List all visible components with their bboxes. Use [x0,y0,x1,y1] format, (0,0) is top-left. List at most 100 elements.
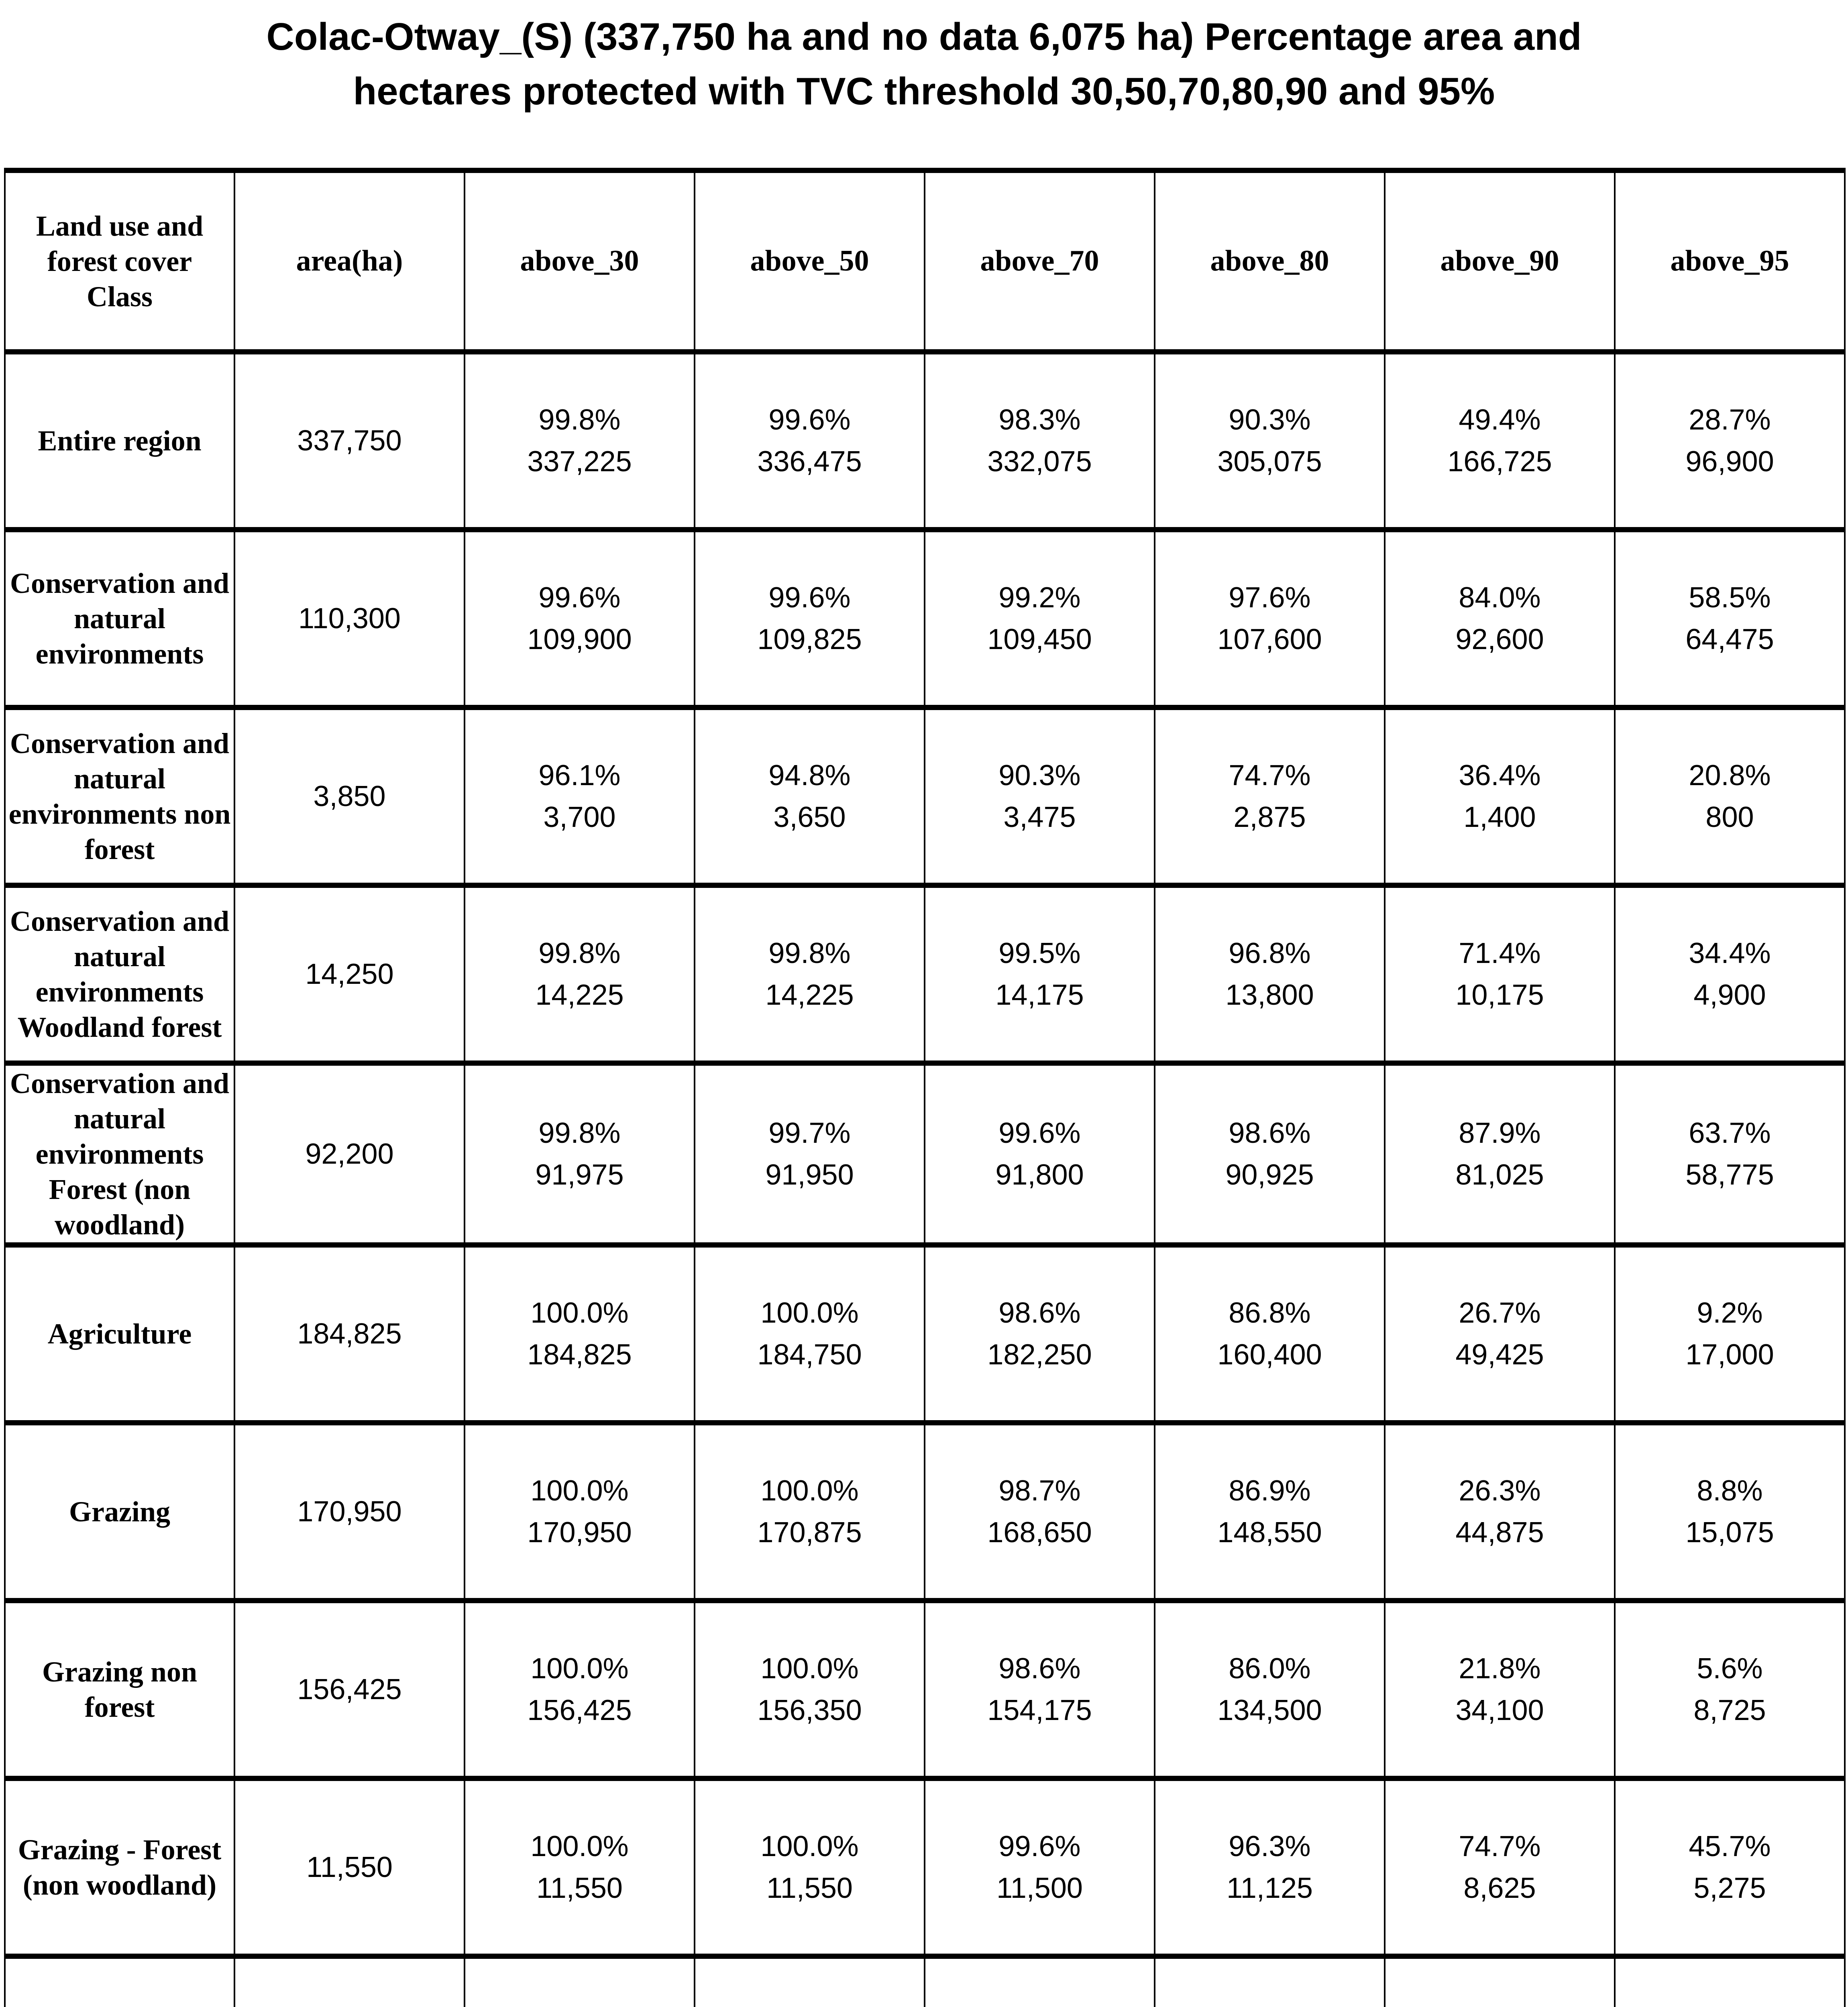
row-label: Conservation and natural environments Wo… [10,905,230,1043]
percent-value: 94.8% [768,759,851,792]
above30-cell: 100.0% 11,550 [464,1776,695,1959]
above95-cell: 34.4% 4,900 [1614,883,1846,1066]
hectares-value: 10,175 [1455,979,1544,1011]
percent-value: 99.8% [538,1117,621,1149]
percent-value: 100.0% [465,2004,694,2007]
percent-value: 99.6% [998,1830,1081,1862]
row-label-cell: Grazing non forest [4,1598,235,1781]
above70-cell: 98.3% 332,075 [924,349,1155,532]
table-row: Agriculture 184,825 100.0% 184,825 100.0%… [4,1242,1846,1425]
above80-cell: 84.4%10,850 [1154,1954,1385,2007]
hectares-value: 13,800 [1225,979,1314,1011]
row-label: Conservation and natural environments [10,567,230,670]
hectares-value: 182,250 [987,1339,1092,1371]
hectares-value: 58,775 [1685,1159,1774,1191]
header-above70-cell: above_70 [924,168,1155,354]
above90-cell: 87.9% 81,025 [1384,1060,1616,1248]
hectares-value: 148,550 [1217,1516,1322,1549]
hectares-value: 170,875 [757,1516,862,1549]
above80-cell: 86.8% 160,400 [1154,1242,1385,1425]
percent-value: 45.7% [1689,1830,1771,1862]
row-label: Grazing - Forest (non woodland) [18,1834,222,1901]
above80-cell: 86.0% 134,500 [1154,1598,1385,1781]
hectares-value: 337,225 [527,446,632,478]
percent-value: 26.3% [1459,1475,1541,1507]
above90-cell: 26.7% 49,425 [1384,1242,1616,1425]
table-row: Conservation and natural environments Fo… [4,1060,1846,1248]
header-above80-label: above_80 [1210,244,1329,277]
above70-cell: 99.5% 14,175 [924,883,1155,1066]
page-title: Colac-Otway_(S) (337,750 ha and no data … [266,15,1582,113]
percent-value: 58.5% [1689,582,1771,614]
above70-cell: 99.6% 11,500 [924,1776,1155,1959]
hectares-value: 170,950 [527,1516,632,1549]
area-value: 156,425 [297,1673,402,1706]
above50-cell: 99.8% 14,225 [694,883,925,1066]
percent-value: 100.0% [695,2004,924,2007]
header-area-cell: area(ha) [234,168,465,354]
row-label: Grazing non forest [42,1656,198,1723]
hectares-value: 109,825 [757,623,862,655]
hectares-value: 3,700 [543,801,616,833]
area-cell: 156,425 [234,1598,465,1781]
hectares-value: 34,100 [1455,1694,1544,1726]
area-value: 184,825 [297,1318,402,1350]
row-label-cell: Agriculture [4,1242,235,1425]
table-row: Cropping 12,850 100.0%12,850 100.0%12,85… [4,1954,1846,2007]
hectares-value: 96,900 [1685,446,1774,478]
above80-cell: 74.7% 2,875 [1154,705,1385,888]
above50-cell: 100.0% 11,550 [694,1776,925,1959]
percent-value: 20.8% [1689,759,1771,792]
above95-cell: 28.7% 96,900 [1614,349,1846,532]
hectares-value: 14,175 [995,979,1084,1011]
header-above90-cell: above_90 [1384,168,1616,354]
row-label: Grazing [69,1496,170,1528]
above80-cell: 96.8% 13,800 [1154,883,1385,1066]
percent-value: 99.6% [998,1117,1081,1149]
table-row: Grazing - Forest (non woodland) 11,550 1… [4,1776,1846,1959]
above95-cell: 9.2% 17,000 [1614,1242,1846,1425]
above30-cell: 99.8% 337,225 [464,349,695,532]
above90-cell: 26.3% 44,875 [1384,1420,1616,1603]
above50-cell: 99.7% 91,950 [694,1060,925,1248]
hectares-value: 160,400 [1217,1339,1322,1371]
above90-cell: 74.7% 8,625 [1384,1776,1616,1959]
hectares-value: 11,500 [996,1872,1083,1904]
percent-value: 98.7% [998,1475,1081,1507]
above30-cell: 96.1% 3,700 [464,705,695,888]
percent-value: 13.4% [1616,2004,1844,2007]
hectares-value: 64,475 [1685,623,1774,655]
above80-cell: 97.6% 107,600 [1154,527,1385,710]
hectares-value: 332,075 [987,446,1092,478]
above90-cell: 21.8% 34,100 [1384,1598,1616,1781]
row-label-cell: Grazing [4,1420,235,1603]
header-above95-label: above_95 [1670,244,1789,277]
above50-cell: 99.6% 109,825 [694,527,925,710]
row-label-cell: Conservation and natural environments no… [4,705,235,888]
header-above80-cell: above_80 [1154,168,1385,354]
above30-cell: 100.0% 156,425 [464,1598,695,1781]
header-row: Land use and forest cover Class area(ha)… [4,168,1846,354]
above50-cell: 94.8% 3,650 [694,705,925,888]
hectares-value: 4,900 [1693,979,1766,1011]
table-row: Conservation and natural environments 11… [4,527,1846,710]
percent-value: 98.6% [998,1653,1081,1685]
percent-value: 99.5% [998,937,1081,969]
hectares-value: 109,900 [527,623,632,655]
above70-cell: 99.2% 109,450 [924,527,1155,710]
percent-value: 84.0% [1459,582,1541,614]
area-value: 11,550 [306,1851,393,1883]
percent-value: 90.3% [1229,404,1311,436]
percent-value: 28.7% [1689,404,1771,436]
area-value: 92,200 [305,1138,394,1170]
table-row: Grazing 170,950 100.0% 170,950 100.0% 170,… [4,1420,1846,1603]
hectares-value: 11,550 [536,1872,623,1904]
above95-cell: 63.7% 58,775 [1614,1060,1846,1248]
hectares-value: 166,725 [1447,446,1552,478]
above95-cell: 8.8% 15,075 [1614,1420,1846,1603]
above90-cell: 84.0% 92,600 [1384,527,1616,710]
above95-cell: 45.7% 5,275 [1614,1776,1846,1959]
percent-value: 99.2% [998,582,1081,614]
percent-value: 100.0% [530,1653,629,1685]
percent-value: 63.7% [1689,1117,1771,1149]
